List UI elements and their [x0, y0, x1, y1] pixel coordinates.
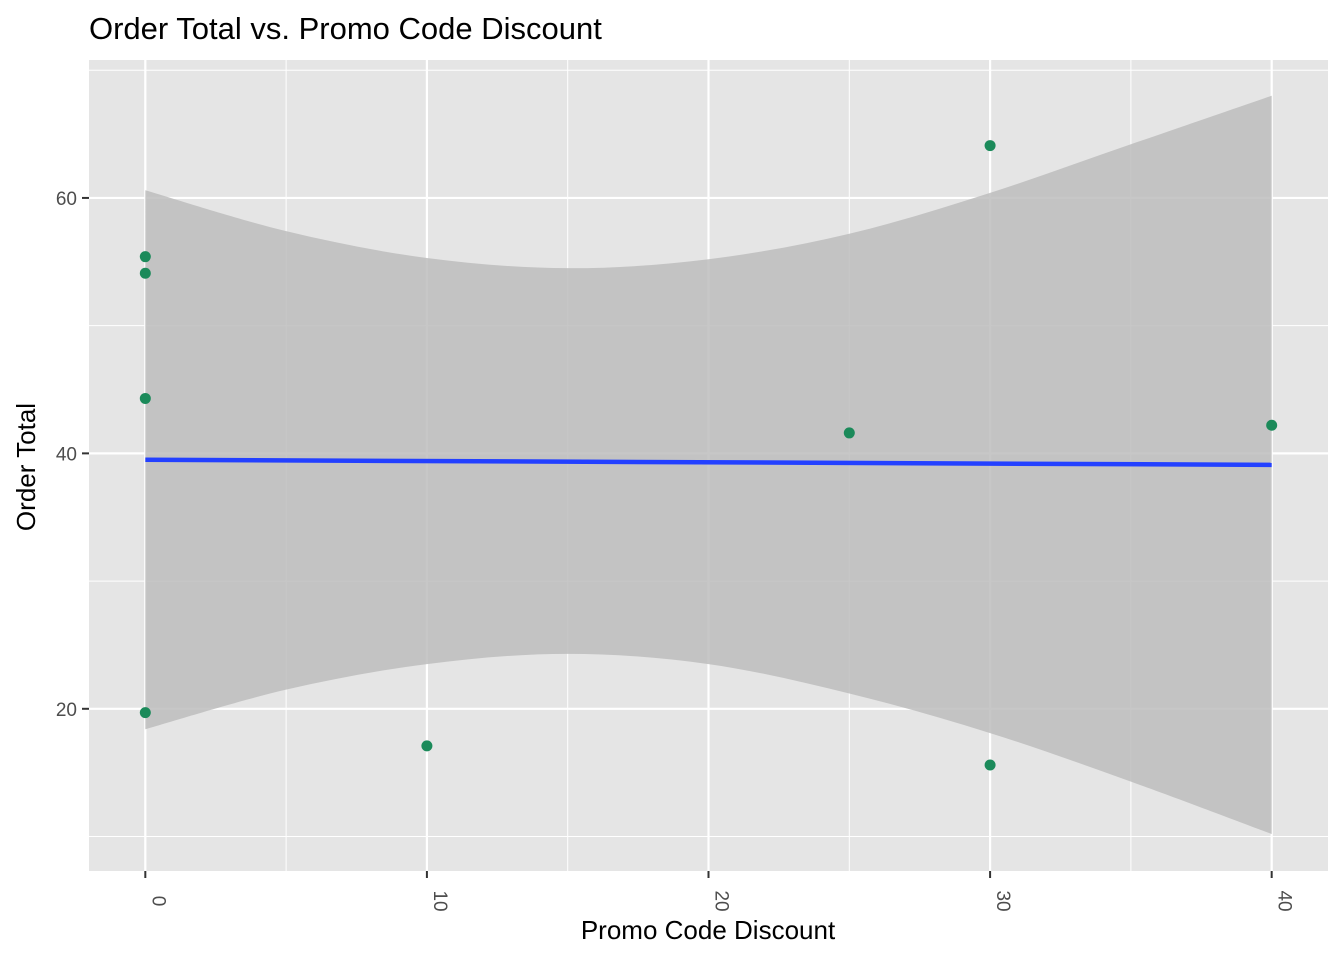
y-tick-label: 20: [56, 700, 77, 721]
data-point: [140, 393, 151, 404]
x-tick-label: 20: [711, 890, 732, 911]
data-point: [985, 759, 996, 770]
data-point: [1266, 420, 1277, 431]
data-point: [140, 251, 151, 262]
data-point: [421, 740, 432, 751]
data-point: [844, 427, 855, 438]
x-axis-title: Promo Code Discount: [581, 915, 836, 945]
chart-title: Order Total vs. Promo Code Discount: [89, 11, 602, 46]
x-tick-label: 30: [992, 890, 1013, 911]
y-axis-title: Order Total: [11, 403, 41, 531]
y-tick-label: 60: [56, 189, 77, 210]
x-tick-label: 0: [147, 896, 168, 907]
data-point: [140, 268, 151, 279]
data-point: [985, 140, 996, 151]
y-tick-label: 40: [56, 444, 77, 465]
data-point: [140, 707, 151, 718]
x-axis-ticks: 0 10 20 30 40: [145, 871, 1294, 912]
x-tick-label: 10: [429, 890, 450, 911]
y-axis-ticks: 20 40 60: [56, 189, 89, 721]
x-tick-label: 40: [1274, 890, 1295, 911]
